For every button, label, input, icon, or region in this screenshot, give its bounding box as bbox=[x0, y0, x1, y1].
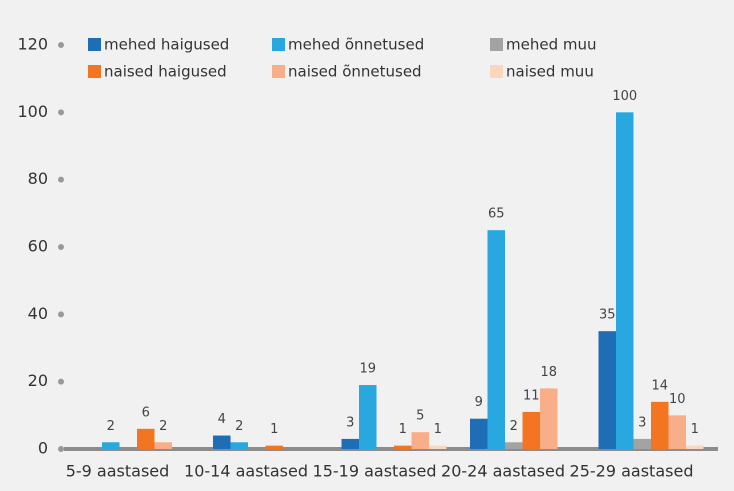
legend-label: naised muu bbox=[506, 63, 594, 81]
bar bbox=[359, 385, 377, 449]
bar bbox=[616, 112, 634, 449]
value-label: 14 bbox=[651, 378, 668, 393]
x-tick-label: 25-29 aastased bbox=[570, 462, 694, 481]
legend-label: mehed haigused bbox=[104, 36, 229, 54]
value-label: 3 bbox=[638, 415, 646, 430]
legend-label: naised haigused bbox=[104, 63, 227, 81]
legend-label: mehed muu bbox=[506, 36, 597, 54]
bar bbox=[487, 230, 505, 449]
value-label: 9 bbox=[475, 395, 483, 410]
x-tick-label: 20-24 aastased bbox=[441, 462, 565, 481]
value-label: 35 bbox=[599, 308, 616, 323]
y-tick-label: 20 bbox=[28, 371, 48, 390]
y-tick-mark bbox=[58, 109, 64, 116]
value-label: 2 bbox=[159, 419, 167, 434]
y-tick-label: 120 bbox=[17, 35, 48, 54]
y-tick-mark bbox=[58, 446, 64, 452]
bar bbox=[470, 418, 488, 449]
x-tick-label: 15-19 aastased bbox=[313, 462, 437, 481]
bar bbox=[394, 445, 412, 449]
value-label: 18 bbox=[540, 365, 557, 380]
y-tick-mark bbox=[58, 311, 64, 318]
bar bbox=[411, 432, 429, 449]
value-label: 10 bbox=[669, 392, 686, 407]
y-tick-mark bbox=[58, 176, 64, 183]
bar bbox=[598, 331, 616, 449]
value-label: 1 bbox=[270, 422, 278, 437]
y-tick-label: 40 bbox=[28, 304, 48, 323]
value-label: 1 bbox=[399, 422, 407, 437]
legend-swatch bbox=[272, 65, 285, 78]
x-tick-label: 5-9 aastased bbox=[66, 462, 170, 481]
y-tick-label: 100 bbox=[17, 102, 48, 121]
value-label: 2 bbox=[235, 419, 243, 434]
y-tick-label: 60 bbox=[28, 237, 48, 256]
bar bbox=[230, 442, 248, 449]
bar bbox=[265, 445, 283, 449]
bar bbox=[668, 415, 686, 449]
y-tick-mark bbox=[58, 244, 64, 250]
bar bbox=[540, 388, 558, 449]
value-label: 2 bbox=[107, 419, 115, 434]
y-tick-label: 0 bbox=[38, 439, 48, 458]
bar bbox=[341, 438, 359, 449]
value-label: 2 bbox=[510, 419, 518, 434]
y-tick-mark bbox=[58, 42, 64, 48]
bar bbox=[429, 445, 447, 449]
legend-swatch bbox=[272, 38, 285, 51]
legend-swatch bbox=[88, 38, 101, 51]
value-label: 65 bbox=[488, 207, 505, 222]
legend-swatch bbox=[88, 65, 101, 78]
x-tick-label: 10-14 aastased bbox=[184, 462, 308, 481]
bar bbox=[651, 401, 669, 449]
value-label: 3 bbox=[346, 415, 354, 430]
bar bbox=[213, 435, 231, 449]
bar bbox=[522, 411, 540, 449]
value-label: 1 bbox=[434, 422, 442, 437]
value-label: 4 bbox=[218, 412, 226, 427]
bar bbox=[154, 442, 172, 449]
legend-label: mehed õnnetused bbox=[288, 36, 424, 54]
value-label: 5 bbox=[416, 409, 424, 424]
bar bbox=[102, 442, 120, 449]
value-label: 6 bbox=[142, 405, 150, 420]
y-tick-label: 80 bbox=[28, 169, 48, 188]
y-tick-mark bbox=[58, 378, 64, 385]
legend-swatch bbox=[490, 65, 503, 78]
value-label: 1 bbox=[691, 422, 699, 437]
bar bbox=[633, 438, 651, 449]
bar bbox=[137, 428, 155, 449]
legend-label: naised õnnetused bbox=[288, 63, 422, 81]
legend-swatch bbox=[490, 38, 503, 51]
value-label: 19 bbox=[359, 362, 376, 377]
bar bbox=[686, 445, 704, 449]
bar bbox=[505, 442, 523, 449]
value-label: 100 bbox=[612, 89, 637, 104]
value-label: 11 bbox=[523, 388, 540, 403]
